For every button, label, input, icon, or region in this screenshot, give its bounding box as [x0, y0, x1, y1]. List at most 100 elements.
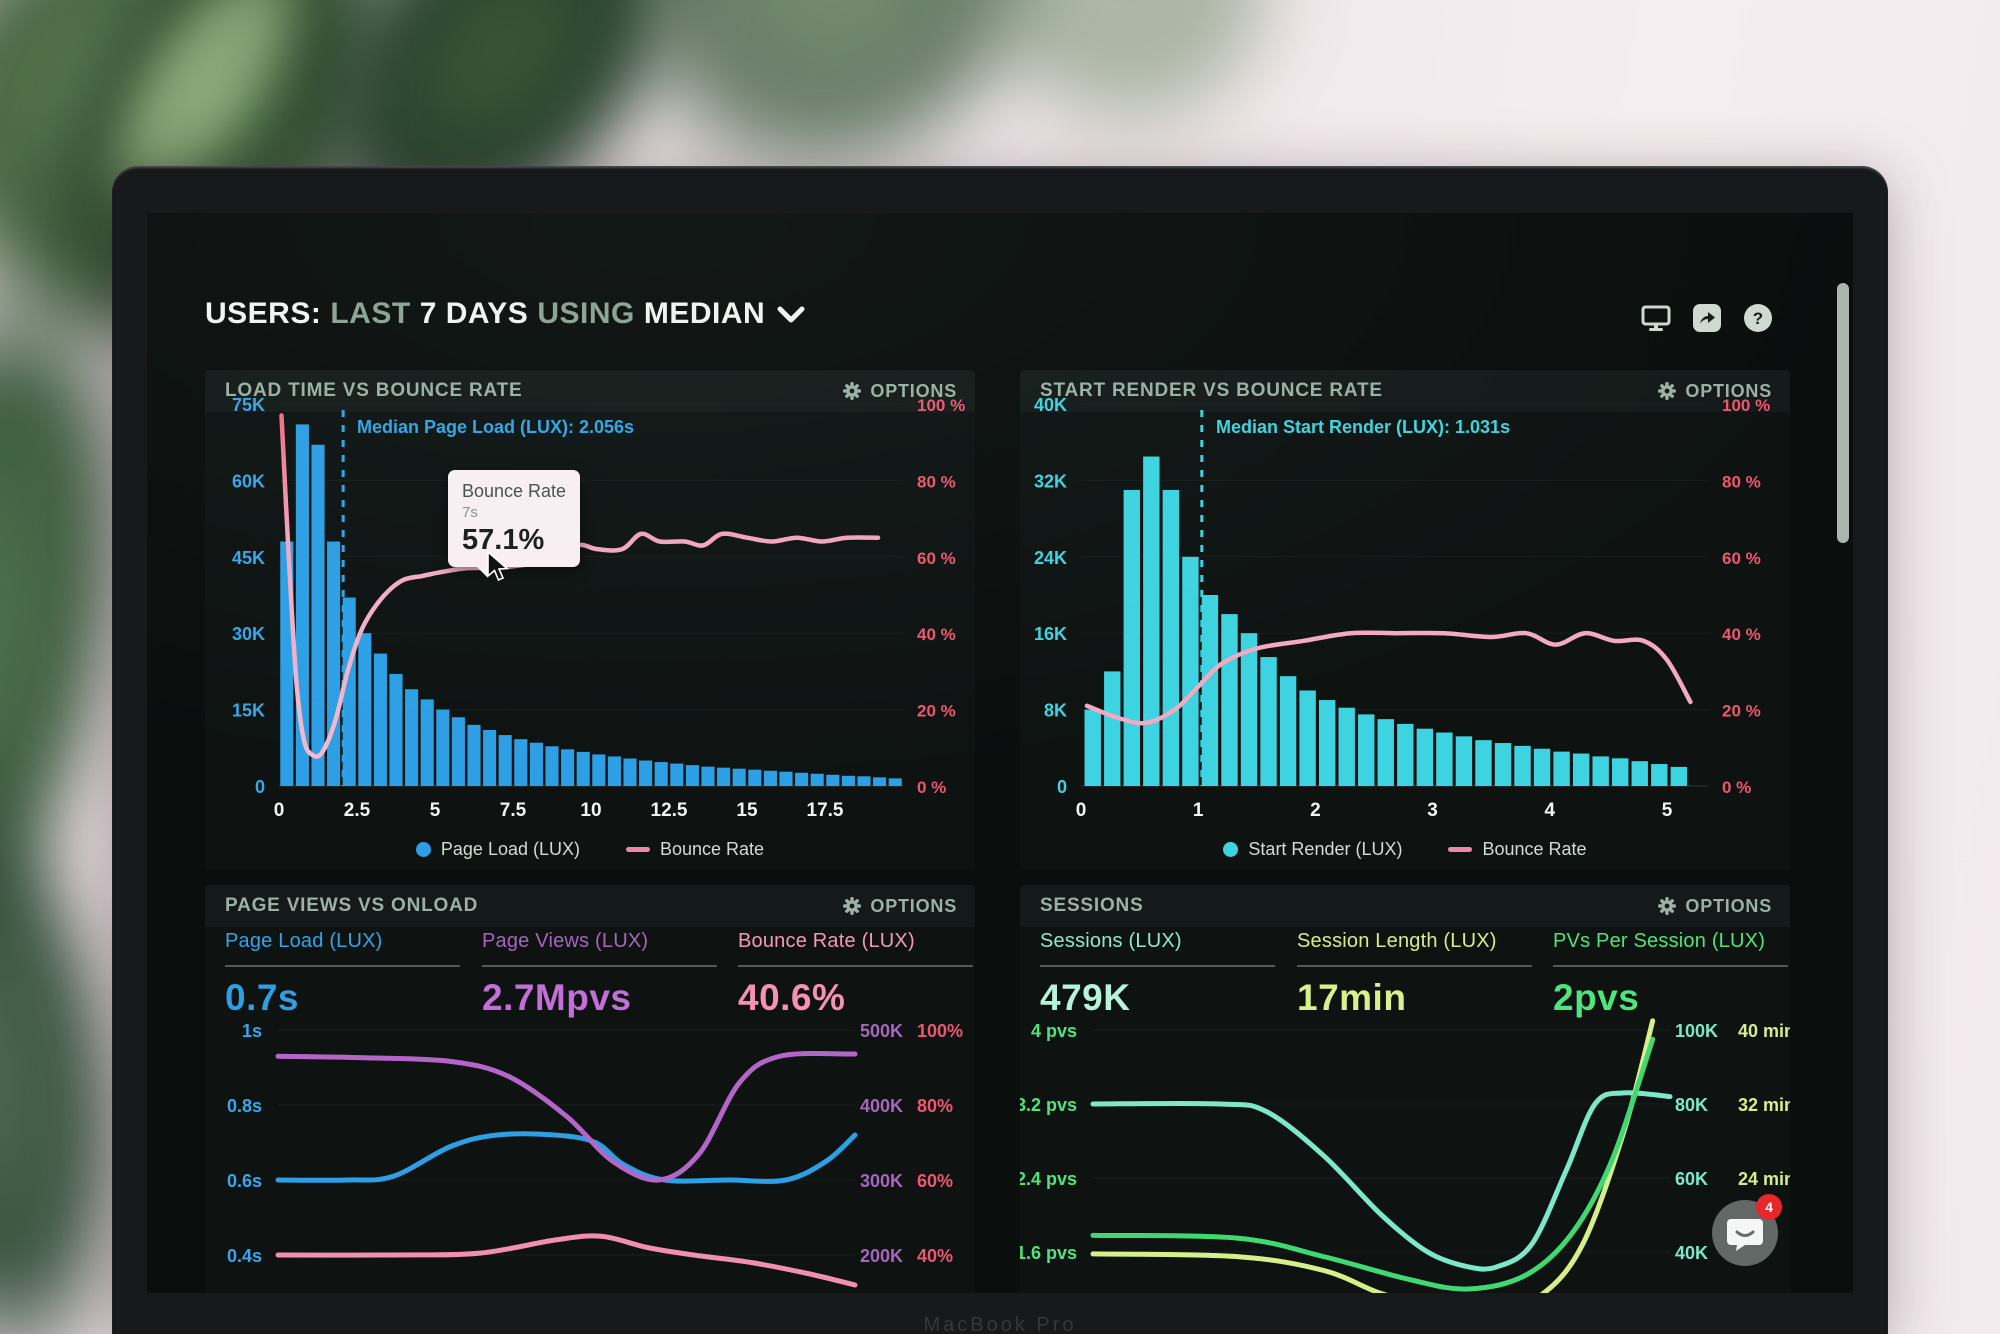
svg-text:80K: 80K [1675, 1095, 1708, 1115]
panel-title: SESSIONS [1040, 895, 1144, 916]
legend-start-render[interactable]: Start Render (LUX) [1223, 839, 1402, 860]
title-7days: 7 DAYS [419, 297, 529, 330]
svg-text:0.4s: 0.4s [227, 1246, 262, 1266]
median-start-render-label: Median Start Render (LUX): 1.031s [1216, 417, 1511, 437]
start-render-chart[interactable]: 40K 100 % 32K 80 % 24K 60 % 16K 40 % 8K 20 % 0 0 % 0… [1020, 370, 1790, 870]
metric-label: Sessions (LUX) [1040, 930, 1182, 952]
svg-text:2.5: 2.5 [344, 800, 371, 821]
options-button[interactable]: OPTIONS [1658, 381, 1772, 402]
metric-label: Session Length (LUX) [1297, 930, 1497, 952]
svg-text:7.5: 7.5 [500, 800, 527, 821]
svg-text:100 %: 100 % [1722, 396, 1770, 415]
title-using: USING [537, 297, 635, 330]
svg-text:15: 15 [736, 800, 758, 821]
svg-text:2: 2 [1310, 800, 1321, 821]
metric-rule [1553, 965, 1788, 967]
device-label: MacBook Pro [923, 1314, 1077, 1334]
sessions-chart[interactable]: 4 pvs 100K 40 min 3.2 pvs 80K 32 min 2.4 pvs 60… [1020, 885, 1790, 1293]
options-button[interactable]: OPTIONS [1658, 896, 1772, 917]
share-icon[interactable] [1690, 301, 1724, 335]
help-icon[interactable]: ? [1741, 301, 1775, 335]
legend-label: Page Load (LUX) [440, 839, 580, 859]
laptop: USERS: LAST 7 DAYS USING MEDIAN ? LOAD TIME [112, 166, 1888, 1334]
svg-text:500K: 500K [860, 1021, 903, 1041]
svg-text:10: 10 [580, 800, 601, 821]
metric-rule [482, 965, 717, 967]
scrollbar[interactable] [1837, 283, 1849, 543]
dashboard-screen: USERS: LAST 7 DAYS USING MEDIAN ? LOAD TIME [147, 213, 1853, 1293]
tooltip-title: Bounce Rate [462, 481, 567, 501]
chart-legend: Start Render (LUX) Bounce Rate [1020, 839, 1790, 860]
svg-text:20 %: 20 % [917, 702, 956, 721]
options-button[interactable]: OPTIONS [843, 896, 957, 917]
chat-launcher[interactable]: 4 [1712, 1194, 1782, 1266]
metric-rule [225, 965, 460, 967]
legend-line-icon [626, 847, 650, 852]
svg-text:40 min: 40 min [1738, 1021, 1790, 1041]
metric-value: 2pvs [1553, 977, 1640, 1018]
panel-header: PAGE VIEWS VS ONLOAD OPTIONS [205, 885, 975, 927]
svg-text:40%: 40% [917, 1246, 953, 1266]
options-label: OPTIONS [870, 895, 957, 916]
legend-bounce-rate[interactable]: Bounce Rate [626, 839, 764, 860]
svg-text:40K: 40K [1034, 395, 1067, 415]
panel-header: SESSIONS OPTIONS [1020, 885, 1790, 927]
svg-text:60K: 60K [1675, 1169, 1708, 1189]
panel-title: PAGE VIEWS VS ONLOAD [225, 895, 479, 916]
metric-pvs-per-session: PVs Per Session (LUX) 2pvs [1553, 930, 1788, 1019]
panel-title: START RENDER VS BOUNCE RATE [1040, 380, 1383, 401]
gear-icon [1658, 382, 1677, 400]
svg-text:80 %: 80 % [1722, 472, 1761, 491]
svg-text:4 pvs: 4 pvs [1031, 1021, 1077, 1041]
options-label: OPTIONS [870, 380, 957, 401]
panel-sessions: SESSIONS OPTIONS Sessions (LUX) 479K Ses… [1020, 885, 1790, 1293]
svg-text:17.5: 17.5 [807, 800, 844, 821]
svg-text:3: 3 [1427, 800, 1438, 821]
legend-dot-icon [415, 842, 431, 857]
svg-text:400K: 400K [860, 1096, 903, 1116]
svg-text:75K: 75K [232, 395, 265, 415]
load-time-chart[interactable]: 75K 100 % 60K 80 % 45K 60 % 30K 40 % 15K 20 % 0 0 %… [205, 370, 975, 870]
svg-text:0.8s: 0.8s [227, 1096, 262, 1116]
svg-text:0: 0 [255, 777, 265, 797]
options-label: OPTIONS [1685, 895, 1772, 916]
page-views-onload-chart[interactable]: 1s 500K 100% 0.8s 400K 80% 0.6s 300K 60% 0.4s 200K… [205, 885, 975, 1293]
metric-value: 17min [1297, 977, 1407, 1018]
svg-text:24 min: 24 min [1738, 1169, 1790, 1189]
svg-text:8K: 8K [1044, 701, 1067, 721]
chart-legend: Page Load (LUX) Bounce Rate [205, 839, 975, 860]
svg-text:40 %: 40 % [1722, 625, 1761, 644]
svg-text:0 %: 0 % [917, 778, 946, 797]
svg-text:1: 1 [1193, 800, 1204, 821]
svg-text:0: 0 [1057, 777, 1067, 797]
display-icon[interactable] [1639, 301, 1673, 335]
title-median: MEDIAN [643, 297, 766, 330]
svg-text:1.6 pvs: 1.6 pvs [1020, 1243, 1077, 1263]
metric-rule [738, 965, 973, 967]
svg-text:60K: 60K [232, 471, 265, 491]
svg-text:60 %: 60 % [1722, 549, 1761, 568]
legend-label: Start Render (LUX) [1248, 839, 1403, 859]
users-range-dropdown[interactable]: USERS: LAST 7 DAYS USING MEDIAN [205, 297, 806, 331]
svg-text:300K: 300K [860, 1171, 903, 1191]
metric-label: Page Views (LUX) [482, 930, 649, 952]
svg-text:4: 4 [1544, 800, 1555, 821]
header-toolbar: ? [1639, 301, 1775, 335]
legend-page-load[interactable]: Page Load (LUX) [415, 839, 580, 860]
metric-page-views: Page Views (LUX) 2.7Mpvs [482, 930, 717, 1019]
title-users: USERS: [205, 297, 322, 330]
svg-text:16K: 16K [1034, 624, 1067, 644]
metric-label: Bounce Rate (LUX) [738, 930, 915, 952]
median-page-load-label: Median Page Load (LUX): 2.056s [357, 417, 635, 437]
metric-value: 0.7s [225, 977, 300, 1018]
metric-page-load: Page Load (LUX) 0.7s [225, 930, 460, 1019]
svg-text:40 %: 40 % [917, 625, 956, 644]
metric-value: 40.6% [738, 977, 846, 1018]
options-button[interactable]: OPTIONS [843, 381, 957, 402]
metric-value: 479K [1040, 977, 1131, 1018]
legend-bounce-rate[interactable]: Bounce Rate [1448, 839, 1587, 860]
svg-text:0: 0 [274, 800, 285, 821]
chevron-down-icon [777, 306, 805, 323]
panel-title: LOAD TIME VS BOUNCE RATE [225, 380, 523, 401]
